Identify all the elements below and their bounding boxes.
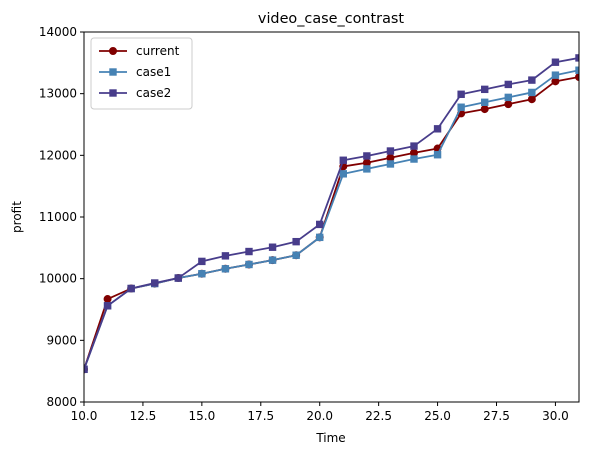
case1-point: [481, 98, 489, 106]
y-tick-label: 12000: [39, 148, 77, 162]
case2-point: [151, 279, 159, 287]
x-tick-label: 17.5: [247, 409, 274, 423]
current-point: [480, 105, 489, 114]
case1-point: [410, 155, 418, 163]
x-tick-label: 22.5: [365, 409, 392, 423]
current-point: [527, 95, 536, 104]
legend-marker: [109, 68, 117, 76]
y-axis-label: profit: [10, 201, 24, 233]
case2-point: [339, 156, 347, 164]
x-tick-label: 10.0: [71, 409, 98, 423]
current-point: [362, 158, 371, 167]
legend-marker: [109, 89, 117, 97]
chart-title: video_case_contrast: [258, 11, 404, 27]
case2-point: [481, 85, 489, 94]
case2-point: [221, 252, 230, 260]
case2-point: [363, 152, 371, 160]
case2-point: [292, 237, 300, 246]
current-point: [410, 148, 418, 157]
legend-label: case2: [136, 86, 171, 100]
y-tick-label: 14000: [39, 25, 77, 39]
case1-point: [386, 160, 395, 168]
legend-item-current: current: [99, 44, 180, 58]
current-line: [84, 76, 579, 370]
x-tick-label: 15.0: [188, 409, 215, 423]
series-case1: [84, 66, 579, 374]
y-tick-label: 8000: [46, 395, 77, 409]
y-axis: 8000 9000 10000 11000 12000 13000 14000: [39, 25, 84, 409]
case1-point: [528, 88, 536, 97]
case1-point: [221, 265, 230, 273]
case2-point: [316, 220, 324, 229]
case1-point: [245, 260, 253, 269]
x-tick-label: 25.0: [424, 409, 451, 423]
legend-marker: [109, 47, 117, 55]
case2-line: [84, 57, 579, 370]
current-point: [551, 77, 560, 86]
current-point: [504, 100, 513, 109]
case2-point: [457, 90, 465, 98]
case2-point: [268, 243, 277, 251]
y-tick-label: 9000: [46, 333, 77, 347]
case1-point: [551, 71, 560, 79]
case1-point: [316, 233, 324, 242]
case2-point: [528, 76, 536, 84]
x-tick-label: 20.0: [306, 409, 333, 423]
plot-area: [84, 54, 579, 374]
y-tick-label: 11000: [39, 210, 77, 224]
case2-point: [174, 274, 182, 282]
x-tick-label: 27.5: [483, 409, 510, 423]
case1-line: [84, 69, 579, 370]
y-tick-label: 10000: [39, 272, 77, 286]
case1-point: [457, 103, 465, 111]
current-point: [386, 153, 395, 162]
case1-point: [433, 151, 442, 159]
case2-point: [103, 302, 112, 310]
case1-point: [504, 93, 512, 102]
y-tick-label: 13000: [39, 87, 77, 101]
legend-label: current: [136, 44, 180, 58]
case2-point: [127, 284, 135, 293]
case2-point: [386, 147, 395, 155]
case2-point: [245, 247, 253, 256]
legend-item-case2: case2: [99, 86, 171, 100]
case1-point: [198, 270, 206, 278]
series-current: [84, 73, 579, 374]
case2-point: [433, 125, 442, 133]
case1-point: [339, 170, 347, 178]
case1-point: [363, 165, 371, 173]
x-axis-label: Time: [315, 431, 345, 445]
x-tick-label: 12.5: [130, 409, 157, 423]
case2-point: [410, 142, 418, 150]
x-tick-label: 30.0: [542, 409, 569, 423]
legend-item-case1: case1: [99, 65, 171, 79]
legend: current case1 case2: [90, 37, 193, 110]
case1-point: [268, 256, 277, 264]
case2-point: [504, 80, 512, 89]
x-axis: 10.0 12.5 15.0 17.5 20.0 22.5 25.0 27.5 30.0: [71, 402, 569, 423]
current-point: [103, 295, 112, 304]
case2-point: [551, 58, 560, 66]
legend-label: case1: [136, 65, 171, 79]
case1-point: [292, 251, 300, 259]
current-point: [575, 73, 579, 82]
case2-point: [198, 257, 206, 266]
series-case2: [84, 54, 579, 374]
